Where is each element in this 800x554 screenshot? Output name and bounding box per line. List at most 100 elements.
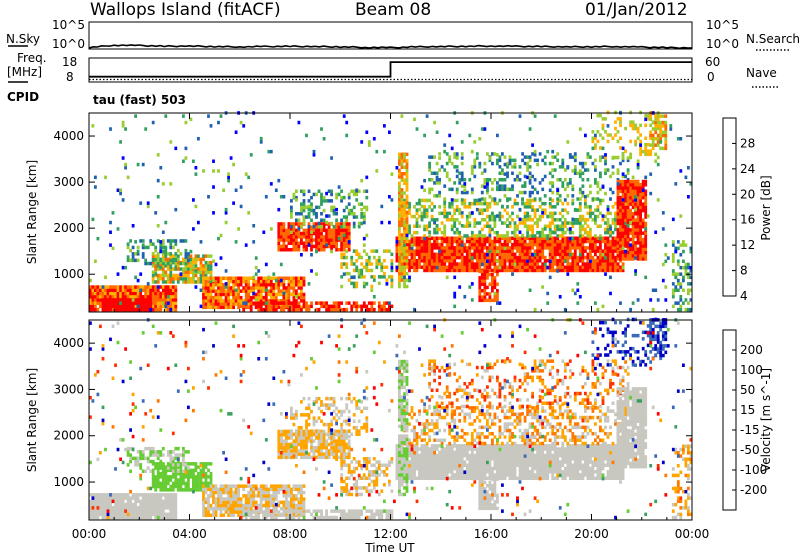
velocity-cell (169, 484, 173, 489)
power-cell (601, 117, 605, 121)
power-cell (413, 242, 416, 247)
power-cell (526, 168, 529, 172)
power-cell (521, 242, 524, 247)
power-cell (460, 174, 464, 179)
power-cell (501, 171, 504, 175)
power-cell (478, 259, 482, 263)
power-cell (151, 304, 155, 309)
power-cell (468, 178, 472, 182)
power-cell (463, 268, 467, 273)
power-cell (340, 238, 343, 242)
power-colorbar-label: 8 (740, 264, 748, 278)
power-cell (285, 228, 288, 233)
power-cell (249, 305, 253, 310)
power-cell (491, 242, 494, 247)
power-cell (654, 114, 658, 118)
power-cell (400, 249, 404, 253)
power-cell (277, 276, 281, 280)
power-cell (651, 120, 655, 125)
power-cell (526, 214, 529, 218)
power-cell (212, 289, 215, 293)
power-cell (151, 298, 155, 302)
power-cell (689, 265, 693, 270)
power-cell (129, 301, 132, 305)
power-cell (493, 242, 497, 247)
power-cell (292, 286, 296, 290)
power-cell (636, 166, 640, 170)
power-cell (521, 198, 524, 202)
power-cell (89, 288, 92, 292)
power-cell (239, 279, 243, 284)
power-cell (388, 307, 391, 312)
power-cell (433, 262, 436, 266)
velocity-cell (179, 484, 183, 489)
power-cell (410, 236, 414, 240)
power-cell (320, 244, 323, 249)
power-cell (212, 159, 215, 163)
power-cell (614, 239, 617, 244)
power-cell (403, 220, 406, 224)
power-cell (470, 187, 474, 192)
power-cell (664, 130, 668, 134)
power-cell (315, 244, 318, 249)
power-cell (631, 123, 635, 128)
power-cell (252, 289, 256, 293)
power-cell (398, 246, 401, 250)
power-cell (654, 124, 658, 128)
power-cell (644, 195, 648, 200)
power-cell (455, 242, 459, 247)
power-cell (187, 260, 190, 265)
power-cell (616, 168, 620, 172)
power-cell (345, 222, 349, 226)
power-cell (568, 239, 572, 244)
power-cell (594, 259, 597, 263)
power-cell (420, 239, 424, 244)
power-cell (310, 248, 313, 252)
power-cell (151, 252, 155, 256)
power-cell (269, 227, 273, 231)
power-cell (478, 292, 482, 296)
power-cell (604, 249, 607, 253)
power-cell (345, 133, 349, 138)
power-cell (141, 295, 145, 299)
power-cell (553, 252, 557, 257)
power-cell (398, 271, 401, 276)
power-cell (455, 208, 459, 212)
power-cell (405, 242, 409, 247)
velocity-cell (96, 499, 100, 504)
power-cell (390, 252, 394, 257)
power-cell (523, 205, 527, 209)
power-cell (671, 272, 675, 276)
power-cell (435, 171, 439, 175)
power-cell (290, 208, 293, 213)
power-cell (578, 208, 582, 212)
power-cell (679, 214, 683, 218)
velocity-cell (156, 493, 160, 497)
power-cell (209, 295, 213, 300)
power-cell (347, 231, 351, 236)
power-cell (116, 301, 120, 305)
power-cell (581, 161, 585, 166)
power-cell (493, 259, 497, 263)
power-cell (292, 276, 296, 280)
power-cell (644, 117, 648, 122)
power-cell (197, 254, 200, 258)
power-cell (548, 275, 552, 280)
power-cell (209, 254, 213, 258)
power-cell (134, 258, 137, 263)
power-cell (214, 292, 218, 297)
power-cell (548, 234, 552, 238)
power-cell (126, 291, 130, 296)
power-cell (493, 255, 497, 260)
power-cell (586, 230, 590, 235)
power-cell (551, 268, 555, 273)
power-cell (269, 182, 273, 186)
power-cell (405, 255, 409, 260)
power-cell (192, 280, 195, 284)
power-cell (224, 289, 228, 293)
power-cell (413, 236, 416, 240)
power-cell (413, 259, 416, 263)
power-cell (548, 249, 552, 253)
power-cell (619, 247, 622, 251)
velocity-cell (174, 496, 178, 500)
